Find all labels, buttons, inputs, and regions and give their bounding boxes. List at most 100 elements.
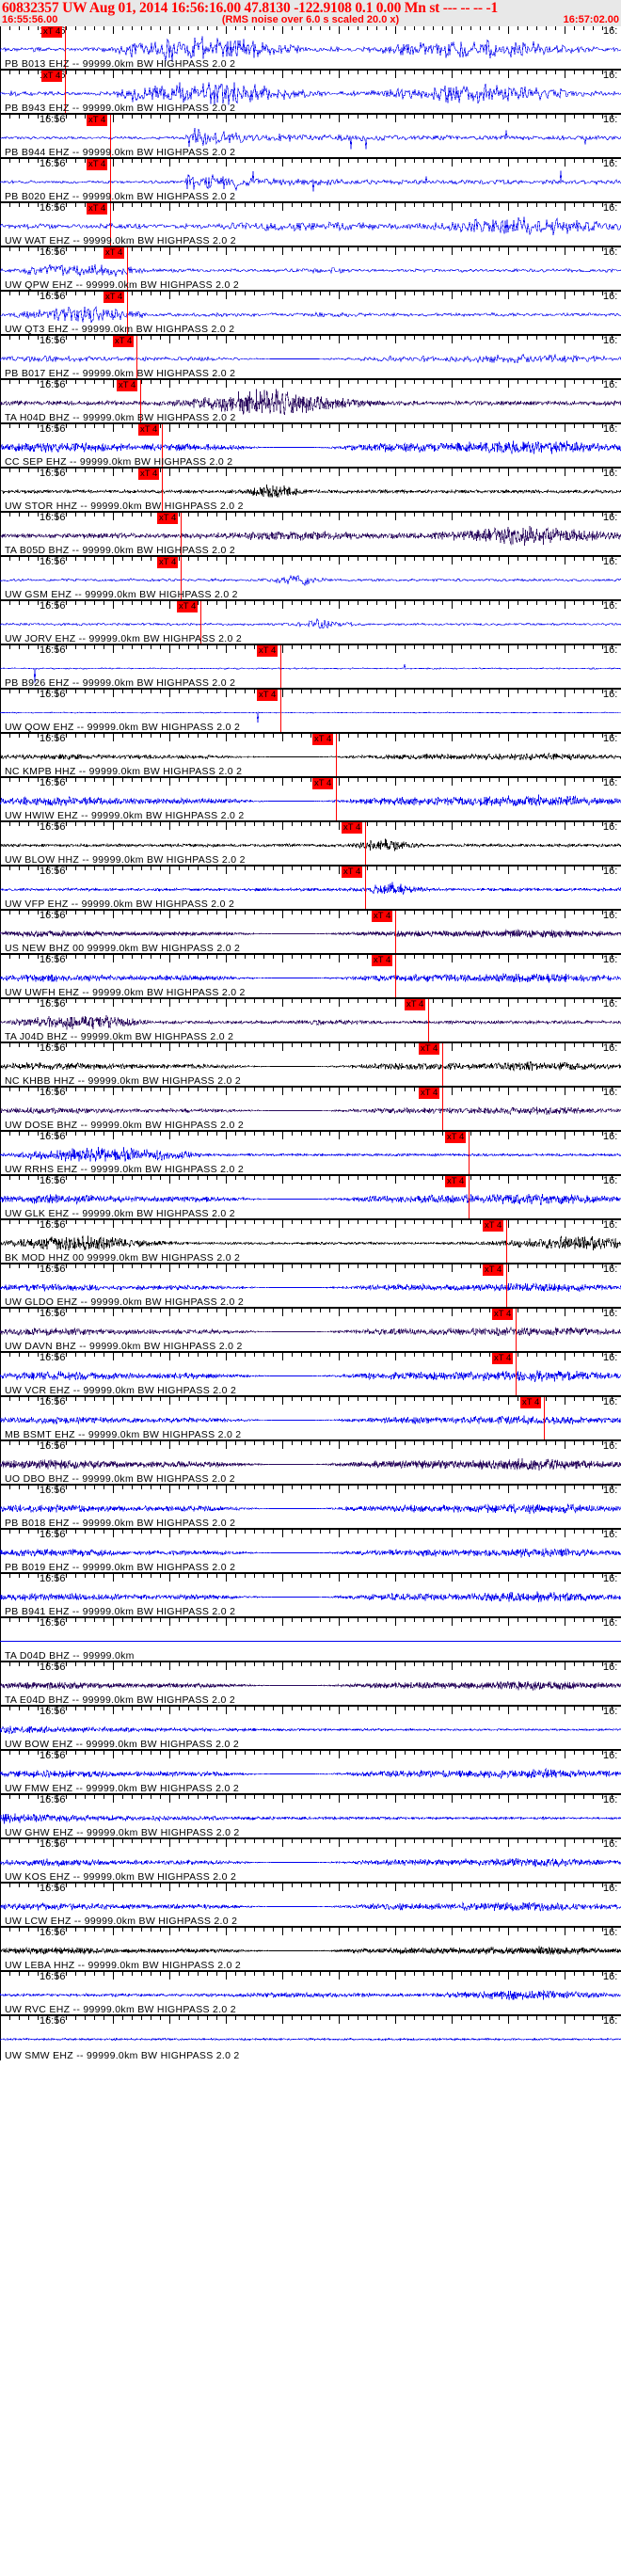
trace-row[interactable]: 16:56 16: TA D04D BHZ -- 99999.0km <box>0 1618 621 1662</box>
trace-row[interactable]: 16:56 16: xT 4 NC KHBB HHZ -- 99999.0km BW … <box>0 1043 621 1088</box>
pick-marker-line[interactable] <box>136 336 137 378</box>
pick-marker-line[interactable] <box>365 867 366 909</box>
pick-marker-line[interactable] <box>516 1353 517 1395</box>
trace-row[interactable]: 16:56 16: xT 4 UW HWIW EHZ -- 99999.0km BW … <box>0 778 621 822</box>
pick-label-badge[interactable]: xT 4 <box>87 115 108 126</box>
trace-row[interactable]: 16:56 16: xT 4 UW GSM EHZ -- 99999.0km BW H… <box>0 557 621 601</box>
pick-label-badge[interactable]: xT 4 <box>419 1088 440 1099</box>
trace-row[interactable]: 16:56 16: xT 4 UW GLK EHZ -- 99999.0km BW H… <box>0 1176 621 1220</box>
pick-label-badge[interactable]: xT 4 <box>157 513 179 524</box>
pick-marker-line[interactable] <box>200 601 201 644</box>
trace-row[interactable]: 16:56 16: PB B019 EHZ -- 99999.0km BW HIGH… <box>0 1530 621 1574</box>
trace-row[interactable]: 16:56 16: xT 4 BK MOD HHZ 00 99999.0km BW H… <box>0 1220 621 1264</box>
trace-row[interactable]: 16:56 16: xT 4 PB B020 EHZ -- 99999.0km BW … <box>0 159 621 203</box>
trace-row[interactable]: 16:56 16: xT 4 CC SEP EHZ -- 99999.0km BW H… <box>0 424 621 469</box>
trace-row[interactable]: 16:56 16: xT 4 TA H04D BHZ -- 99999.0km BW … <box>0 380 621 424</box>
trace-row[interactable]: 16:56 16: UW FMW EHZ -- 99999.0km BW HIGHP… <box>0 1751 621 1795</box>
trace-row[interactable]: 16:56 16: xT 4 MB BSMT EHZ -- 99999.0km BW … <box>0 1397 621 1441</box>
pick-label-badge[interactable]: xT 4 <box>372 911 393 922</box>
trace-row[interactable]: 16:56 16: xT 4 UW STOR HHZ -- 99999.0km BW … <box>0 469 621 513</box>
pick-marker-line[interactable] <box>280 690 281 732</box>
pick-marker-line[interactable] <box>162 424 163 467</box>
trace-row[interactable]: 16:56 16: UW SMW EHZ -- 99999.0km BW HIGHP… <box>0 2016 621 2060</box>
pick-label-badge[interactable]: xT 4 <box>445 1132 467 1143</box>
trace-row[interactable]: 16:56 16: PB B941 EHZ -- 99999.0km BW HIGH… <box>0 1574 621 1618</box>
pick-label-badge[interactable]: xT 4 <box>483 1264 504 1276</box>
pick-marker-line[interactable] <box>181 513 182 555</box>
trace-row[interactable]: 16:56 16: xT 4 UW RRHS EHZ -- 99999.0km BW … <box>0 1132 621 1176</box>
pick-label-badge[interactable]: xT 4 <box>492 1353 514 1364</box>
pick-label-badge[interactable]: xT 4 <box>483 1220 504 1232</box>
pick-label-badge[interactable]: xT 4 <box>157 557 179 568</box>
pick-marker-line[interactable] <box>506 1264 507 1307</box>
trace-row[interactable]: 16:56 16: xT 4 UW UWFH EHZ -- 99999.0km BW … <box>0 955 621 999</box>
pick-marker-line[interactable] <box>469 1176 470 1218</box>
pick-marker-line[interactable] <box>469 1132 470 1174</box>
pick-label-badge[interactable]: xT 4 <box>104 247 125 259</box>
pick-label-badge[interactable]: xT 4 <box>342 867 363 878</box>
pick-label-badge[interactable]: xT 4 <box>41 71 63 82</box>
trace-row[interactable]: 16:56 16: xT 4 UW JORV EHZ -- 99999.0km BW … <box>0 601 621 645</box>
pick-label-badge[interactable]: xT 4 <box>257 645 279 657</box>
trace-row[interactable]: 16:56 16: UW LCW EHZ -- 99999.0km BW HIGHP… <box>0 1884 621 1928</box>
trace-row[interactable]: 16:56 16: xT 4 UW BLOW HHZ -- 99999.0km BW … <box>0 822 621 867</box>
pick-marker-line[interactable] <box>336 778 337 820</box>
pick-label-badge[interactable]: xT 4 <box>257 690 279 701</box>
pick-marker-line[interactable] <box>428 999 429 1042</box>
trace-row[interactable]: 16:56 16: UW RVC EHZ -- 99999.0km BW HIGHP… <box>0 1972 621 2016</box>
pick-marker-line[interactable] <box>544 1397 545 1439</box>
trace-row[interactable]: 16:56 16: xT 4 US NEW BHZ 00 99999.0km BW H… <box>0 911 621 955</box>
trace-row[interactable]: 16:56 16: xT 4 TA B05D BHZ -- 99999.0km BW … <box>0 513 621 557</box>
trace-row[interactable]: 16:56 16: xT 4 TA J04D BHZ -- 99999.0km BW … <box>0 999 621 1043</box>
trace-row[interactable]: 16:56 16: xT 4 PB B926 EHZ -- 99999.0km BW … <box>0 645 621 690</box>
pick-marker-line[interactable] <box>442 1088 443 1130</box>
trace-row[interactable]: 16:56 16: xT 4 UW QPW EHZ -- 99999.0km BW H… <box>0 247 621 292</box>
pick-label-badge[interactable]: xT 4 <box>138 424 160 436</box>
trace-row[interactable]: 16:56 16: xT 4 UW QOW EHZ -- 99999.0km BW H… <box>0 690 621 734</box>
pick-marker-line[interactable] <box>65 71 66 113</box>
trace-row[interactable]: 16:56 16: UW KOS EHZ -- 99999.0km BW HIGHP… <box>0 1839 621 1884</box>
pick-marker-line[interactable] <box>365 822 366 865</box>
trace-row[interactable]: 16:56 16: xT 4 UW DOSE BHZ -- 99999.0km BW … <box>0 1088 621 1132</box>
pick-marker-line[interactable] <box>395 955 396 997</box>
pick-label-badge[interactable]: xT 4 <box>419 1043 440 1055</box>
pick-label-badge[interactable]: xT 4 <box>492 1309 514 1320</box>
pick-marker-line[interactable] <box>442 1043 443 1086</box>
trace-row[interactable]: 16:56 16: UW BOW EHZ -- 99999.0km BW HIGHP… <box>0 1707 621 1751</box>
pick-marker-line[interactable] <box>162 469 163 511</box>
pick-label-badge[interactable]: xT 4 <box>405 999 426 1010</box>
pick-label-badge[interactable]: xT 4 <box>138 469 160 480</box>
pick-marker-line[interactable] <box>110 159 111 201</box>
pick-marker-line[interactable] <box>336 734 337 776</box>
pick-label-badge[interactable]: xT 4 <box>312 734 334 745</box>
trace-row[interactable]: 16:56 16: UW LEBA HHZ -- 99999.0km BW HIGH… <box>0 1928 621 1972</box>
pick-marker-line[interactable] <box>127 247 128 290</box>
trace-row[interactable]: 16:56 16: UO DBO BHZ -- 99999.0km BW HIGHP… <box>0 1441 621 1486</box>
pick-label-badge[interactable]: xT 4 <box>177 601 199 612</box>
pick-label-badge[interactable]: xT 4 <box>104 292 125 303</box>
trace-row[interactable]: 16:56 16: xT 4 UW VCR EHZ -- 99999.0km BW H… <box>0 1353 621 1397</box>
pick-marker-line[interactable] <box>181 557 182 599</box>
pick-marker-line[interactable] <box>127 292 128 334</box>
trace-row[interactable]: 16:56 16: xT 4 UW WAT EHZ -- 99999.0km BW H… <box>0 203 621 247</box>
pick-marker-line[interactable] <box>516 1309 517 1351</box>
pick-label-badge[interactable]: xT 4 <box>41 26 63 38</box>
pick-marker-line[interactable] <box>65 26 66 69</box>
pick-marker-line[interactable] <box>506 1220 507 1263</box>
pick-marker-line[interactable] <box>280 645 281 688</box>
pick-label-badge[interactable]: xT 4 <box>342 822 363 834</box>
pick-label-badge[interactable]: xT 4 <box>312 778 334 789</box>
trace-row[interactable]: 16:56 16: xT 4 NC KMPB HHZ -- 99999.0km BW … <box>0 734 621 778</box>
trace-row[interactable]: 16:56 16: xT 4 UW QT3 EHZ -- 99999.0km BW H… <box>0 292 621 336</box>
pick-marker-line[interactable] <box>395 911 396 953</box>
pick-marker-line[interactable] <box>110 115 111 157</box>
trace-row[interactable]: 16:56 16: xT 4 UW DAVN BHZ -- 99999.0km BW … <box>0 1309 621 1353</box>
pick-label-badge[interactable]: xT 4 <box>445 1176 467 1187</box>
pick-label-badge[interactable]: xT 4 <box>520 1397 542 1408</box>
pick-label-badge[interactable]: xT 4 <box>117 380 138 391</box>
trace-row[interactable]: 16:56 16: TA E04D BHZ -- 99999.0km BW HIGH… <box>0 1662 621 1707</box>
trace-row[interactable]: 16:56 16: xT 4 UW VFP EHZ -- 99999.0km BW H… <box>0 867 621 911</box>
pick-label-badge[interactable]: xT 4 <box>372 955 393 966</box>
